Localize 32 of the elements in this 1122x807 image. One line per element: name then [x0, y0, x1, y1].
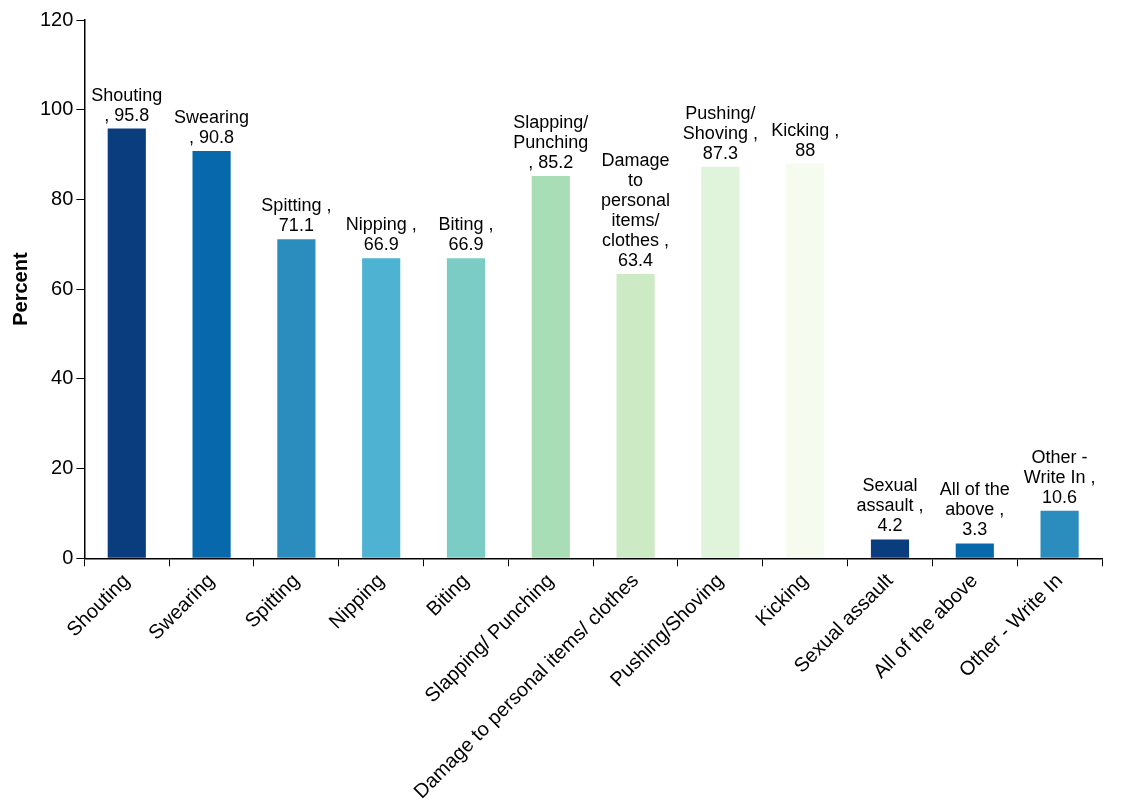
- data-label: Slapping/ Punching , 85.2: [513, 112, 589, 173]
- y-tick-label: 0: [62, 545, 74, 568]
- bar: [277, 239, 316, 558]
- data-label: Shouting , 95.8: [91, 84, 163, 125]
- data-label: Pushing/Shoving , 87.3: [682, 102, 758, 163]
- y-tick-label: 100: [39, 97, 74, 120]
- data-label: Swearing , 90.8: [174, 106, 250, 147]
- bar: [1040, 510, 1079, 558]
- y-tick-label: 40: [51, 366, 74, 389]
- y-tick-label: 80: [51, 186, 74, 209]
- data-label: Damage to personal items/ clothes , 63.4: [601, 149, 671, 270]
- y-axis-title: Percent: [8, 252, 31, 326]
- data-label: Kicking , 88: [771, 119, 840, 160]
- bar: [362, 258, 401, 558]
- bar: [870, 539, 910, 558]
- y-tick-label: 120: [39, 7, 74, 30]
- bar: [786, 163, 825, 558]
- bar: [616, 273, 655, 558]
- bar: [446, 258, 486, 558]
- data-label: Other - Write In , 10.6: [1023, 446, 1096, 507]
- bar: [192, 150, 231, 558]
- data-label: Biting , 66.9: [438, 214, 494, 255]
- bar: [955, 543, 994, 558]
- data-label: Nipping , 66.9: [345, 214, 417, 255]
- data-label: Spitting , 71.1: [261, 195, 332, 236]
- bar: [531, 176, 570, 558]
- data-label: Sexual assault , 4.2: [856, 475, 924, 536]
- y-tick-label: 20: [51, 456, 74, 479]
- data-label: All of the above , 3.3: [939, 479, 1010, 540]
- y-tick-label: 60: [51, 276, 74, 299]
- bar: [107, 128, 146, 558]
- bar: [701, 166, 740, 558]
